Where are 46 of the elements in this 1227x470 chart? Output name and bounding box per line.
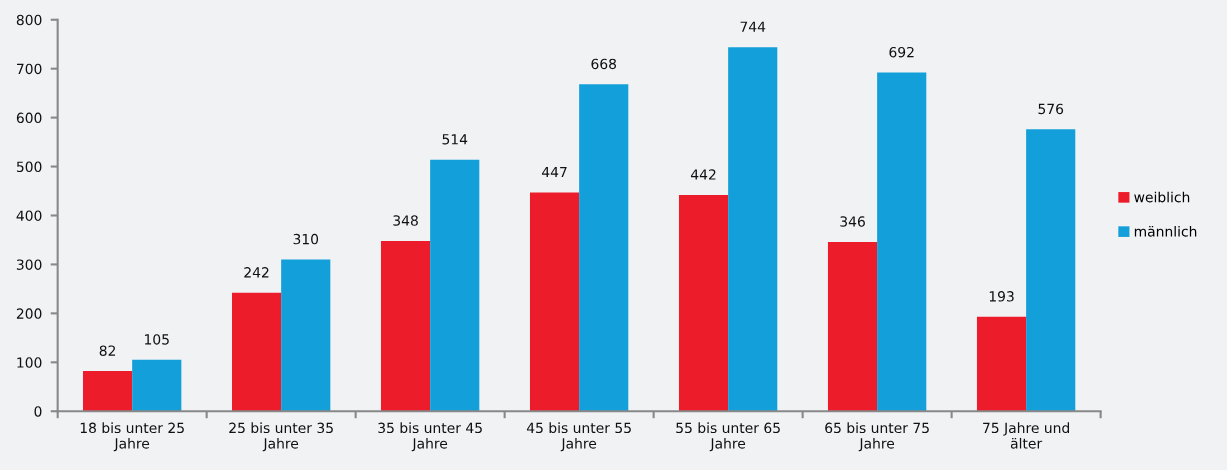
y-tick-label: 600 bbox=[16, 112, 42, 124]
y-tick-label: 0 bbox=[34, 406, 42, 417]
bar bbox=[877, 72, 927, 412]
y-tick-label: 700 bbox=[17, 63, 42, 75]
bar bbox=[976, 316, 1027, 412]
bar bbox=[579, 84, 629, 412]
bar bbox=[231, 292, 282, 412]
y-tick-label: 300 bbox=[16, 259, 42, 270]
data-label: 346 bbox=[840, 216, 865, 227]
bar bbox=[529, 192, 580, 412]
data-label: 105 bbox=[145, 334, 169, 345]
bar bbox=[1026, 129, 1076, 412]
y-tick-label: 800 bbox=[16, 14, 42, 26]
y-tick-label: 200 bbox=[16, 308, 42, 319]
y-tick-label: 100 bbox=[17, 357, 42, 368]
legend-label: weiblich bbox=[1134, 191, 1190, 203]
bar bbox=[380, 240, 431, 412]
data-label: 82 bbox=[99, 345, 116, 356]
x-tick-label: 35 bis unter 45 Jahre bbox=[378, 422, 482, 452]
data-label: 668 bbox=[591, 58, 617, 70]
x-tick-label: 55 bis unter 65 Jahre bbox=[676, 422, 780, 452]
x-tick-label: 65 bis unter 75 Jahre bbox=[825, 422, 929, 452]
x-tick-label: 45 bis unter 55 Jahre bbox=[526, 422, 631, 452]
data-label: 310 bbox=[293, 233, 319, 245]
y-tick-label: 400 bbox=[16, 210, 42, 221]
x-tick-label: 18 bis unter 25 Jahre bbox=[80, 422, 184, 452]
bar bbox=[430, 159, 480, 412]
data-label: 242 bbox=[244, 267, 269, 278]
bar bbox=[827, 241, 878, 412]
legend-label: männlich bbox=[1134, 225, 1197, 237]
data-label: 348 bbox=[393, 215, 418, 226]
data-label: 447 bbox=[541, 166, 567, 178]
bar bbox=[281, 259, 331, 412]
x-tick-label: 25 bis unter 35 Jahre bbox=[229, 422, 333, 452]
data-label: 442 bbox=[690, 169, 716, 180]
bar bbox=[83, 371, 133, 412]
y-tick-label: 500 bbox=[16, 161, 42, 173]
bar bbox=[728, 47, 778, 412]
data-label: 514 bbox=[442, 134, 468, 145]
bar bbox=[678, 194, 729, 412]
x-tick-label: 75 Jahre und älter bbox=[983, 422, 1069, 449]
data-label: 744 bbox=[740, 21, 766, 32]
data-label: 193 bbox=[989, 291, 1014, 302]
bar bbox=[132, 359, 182, 412]
data-label: 576 bbox=[1038, 103, 1064, 115]
data-label: 692 bbox=[889, 46, 914, 58]
